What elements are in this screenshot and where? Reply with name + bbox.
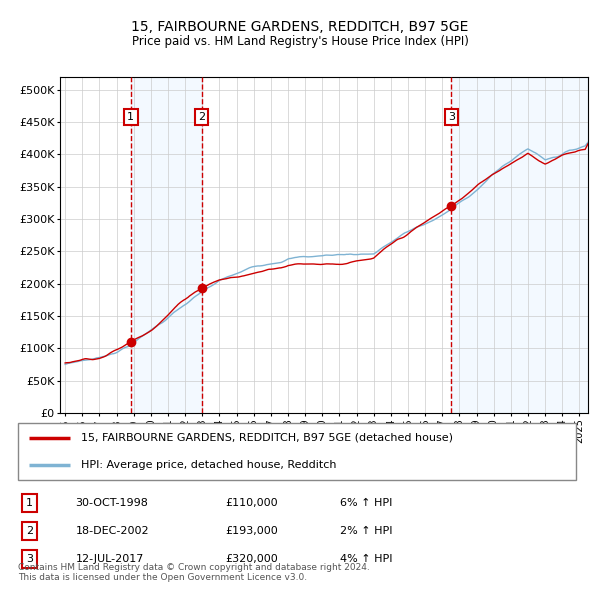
Text: 1: 1	[127, 112, 134, 122]
Text: Contains HM Land Registry data © Crown copyright and database right 2024.
This d: Contains HM Land Registry data © Crown c…	[18, 563, 370, 582]
Text: 15, FAIRBOURNE GARDENS, REDDITCH, B97 5GE (detached house): 15, FAIRBOURNE GARDENS, REDDITCH, B97 5G…	[81, 433, 453, 442]
Text: 4% ↑ HPI: 4% ↑ HPI	[340, 555, 393, 564]
Text: 3: 3	[26, 555, 33, 564]
Text: Price paid vs. HM Land Registry's House Price Index (HPI): Price paid vs. HM Land Registry's House …	[131, 35, 469, 48]
Text: 2: 2	[198, 112, 205, 122]
Text: £320,000: £320,000	[225, 555, 278, 564]
Text: 2: 2	[26, 526, 33, 536]
Bar	[131, 77, 202, 413]
Text: 1: 1	[26, 498, 33, 507]
Text: 6% ↑ HPI: 6% ↑ HPI	[340, 498, 392, 507]
Text: 3: 3	[448, 112, 455, 122]
Text: 12-JUL-2017: 12-JUL-2017	[76, 555, 144, 564]
Text: £110,000: £110,000	[225, 498, 278, 507]
FancyBboxPatch shape	[18, 423, 577, 480]
Bar	[451, 77, 588, 413]
Text: £193,000: £193,000	[225, 526, 278, 536]
Text: 15, FAIRBOURNE GARDENS, REDDITCH, B97 5GE: 15, FAIRBOURNE GARDENS, REDDITCH, B97 5G…	[131, 19, 469, 34]
Text: 30-OCT-1998: 30-OCT-1998	[76, 498, 148, 507]
Text: 2% ↑ HPI: 2% ↑ HPI	[340, 526, 393, 536]
Text: HPI: Average price, detached house, Redditch: HPI: Average price, detached house, Redd…	[81, 460, 337, 470]
Text: 18-DEC-2002: 18-DEC-2002	[76, 526, 149, 536]
